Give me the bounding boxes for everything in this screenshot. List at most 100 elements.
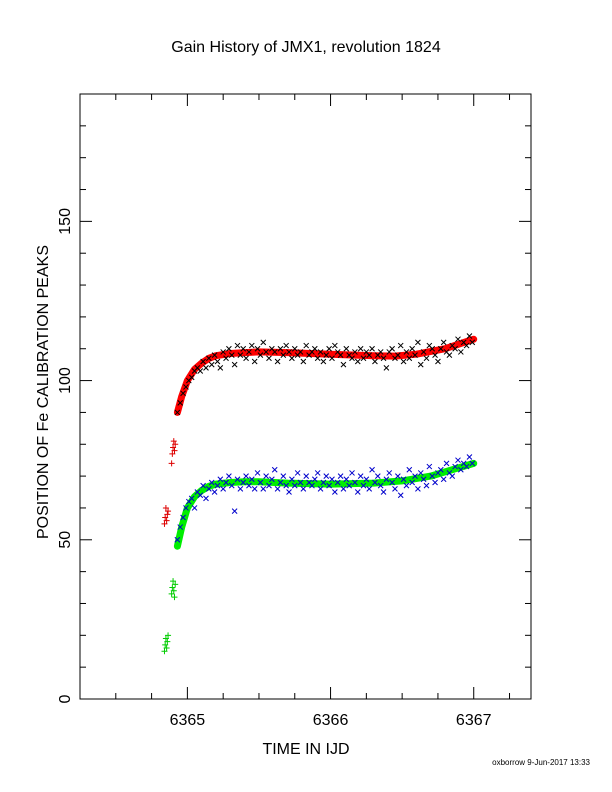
- data-point: [392, 485, 398, 492]
- data-point: [331, 342, 338, 349]
- data-point: [417, 470, 424, 476]
- data-point: [180, 514, 186, 521]
- data-point: [271, 466, 278, 473]
- data-point: [449, 473, 456, 479]
- data-point: [231, 361, 238, 368]
- data-point: [432, 479, 438, 486]
- data-point: [169, 450, 176, 457]
- data-point: [389, 345, 395, 352]
- data-point: [203, 495, 209, 502]
- data-point: [170, 578, 177, 585]
- data-point: [314, 470, 321, 476]
- x-tick-label: 6366: [313, 712, 349, 729]
- data-point: [435, 358, 441, 365]
- data-point: [329, 476, 335, 483]
- data-point: [234, 476, 241, 483]
- data-point: [314, 355, 321, 362]
- data-point: [172, 581, 179, 588]
- data-point: [289, 355, 295, 362]
- x-axis-label: TIME IN IJD: [262, 741, 349, 758]
- data-point: [228, 352, 235, 358]
- data-point: [394, 473, 401, 479]
- data-point: [214, 358, 221, 365]
- data-point: [466, 454, 473, 460]
- data-point: [277, 345, 284, 352]
- data-point: [317, 349, 324, 355]
- data-point: [437, 345, 444, 352]
- data-point: [211, 352, 218, 358]
- data-point: [400, 476, 407, 483]
- data-point: [463, 342, 470, 349]
- data-point: [415, 339, 421, 346]
- data-point: [228, 482, 235, 489]
- data-point: [326, 482, 332, 489]
- credit-stamp: oxborrow 9-Jun-2017 13:33: [492, 758, 590, 767]
- data-point: [334, 479, 341, 486]
- data-point: [406, 466, 413, 473]
- data-point: [357, 345, 364, 352]
- data-point: [409, 479, 416, 486]
- data-point: [174, 409, 181, 416]
- data-point: [420, 349, 427, 355]
- data-point: [311, 345, 318, 352]
- data-point: [220, 485, 227, 492]
- data-point: [317, 485, 324, 492]
- data-point: [286, 349, 292, 355]
- data-point: [429, 345, 436, 352]
- x-tick-label: 6367: [456, 712, 492, 729]
- axis-ticks: [79, 93, 531, 700]
- data-point: [394, 352, 401, 358]
- data-point: [161, 520, 168, 527]
- data-point: [211, 489, 218, 495]
- data-point: [177, 400, 184, 406]
- data-point: [440, 339, 447, 346]
- data-point: [177, 524, 184, 530]
- data-point: [403, 349, 410, 355]
- data-point: [323, 473, 330, 479]
- data-point: [409, 345, 416, 352]
- data-point: [337, 352, 344, 358]
- data-point: [269, 476, 275, 483]
- data-point: [412, 352, 418, 358]
- data-point: [220, 349, 227, 355]
- data-point: [257, 479, 264, 486]
- data-point: [266, 482, 272, 489]
- data-point: [406, 355, 413, 362]
- data-point: [354, 358, 361, 365]
- data-point: [274, 358, 281, 365]
- fit-curves: [173, 335, 478, 550]
- data-point: [420, 476, 427, 483]
- data-point: [452, 345, 458, 352]
- data-point: [457, 349, 464, 355]
- data-point: [403, 482, 410, 489]
- data-point: [349, 470, 355, 476]
- data-point: [197, 492, 204, 499]
- data-point: [331, 489, 338, 495]
- data-point: [243, 355, 249, 362]
- data-point: [266, 355, 272, 362]
- data-point: [180, 390, 186, 397]
- data-point: [223, 479, 229, 486]
- data-point: [377, 482, 384, 489]
- data-point: [469, 339, 476, 346]
- data-point: [346, 482, 353, 489]
- data-point: [162, 504, 169, 511]
- data-point: [168, 460, 175, 467]
- data-points: [161, 333, 476, 655]
- data-point: [397, 342, 404, 349]
- data-point: [389, 479, 395, 486]
- data-point: [208, 479, 215, 486]
- data-point: [412, 473, 418, 479]
- data-point: [191, 505, 198, 511]
- data-point: [197, 368, 204, 374]
- data-point: [223, 355, 229, 362]
- data-point: [172, 441, 179, 448]
- data-point: [163, 517, 170, 524]
- data-point: [337, 473, 344, 479]
- data-point: [174, 536, 181, 543]
- data-point: [237, 485, 244, 492]
- x-tick-label: 6365: [170, 712, 206, 729]
- data-point: [360, 482, 367, 489]
- data-point: [234, 342, 241, 349]
